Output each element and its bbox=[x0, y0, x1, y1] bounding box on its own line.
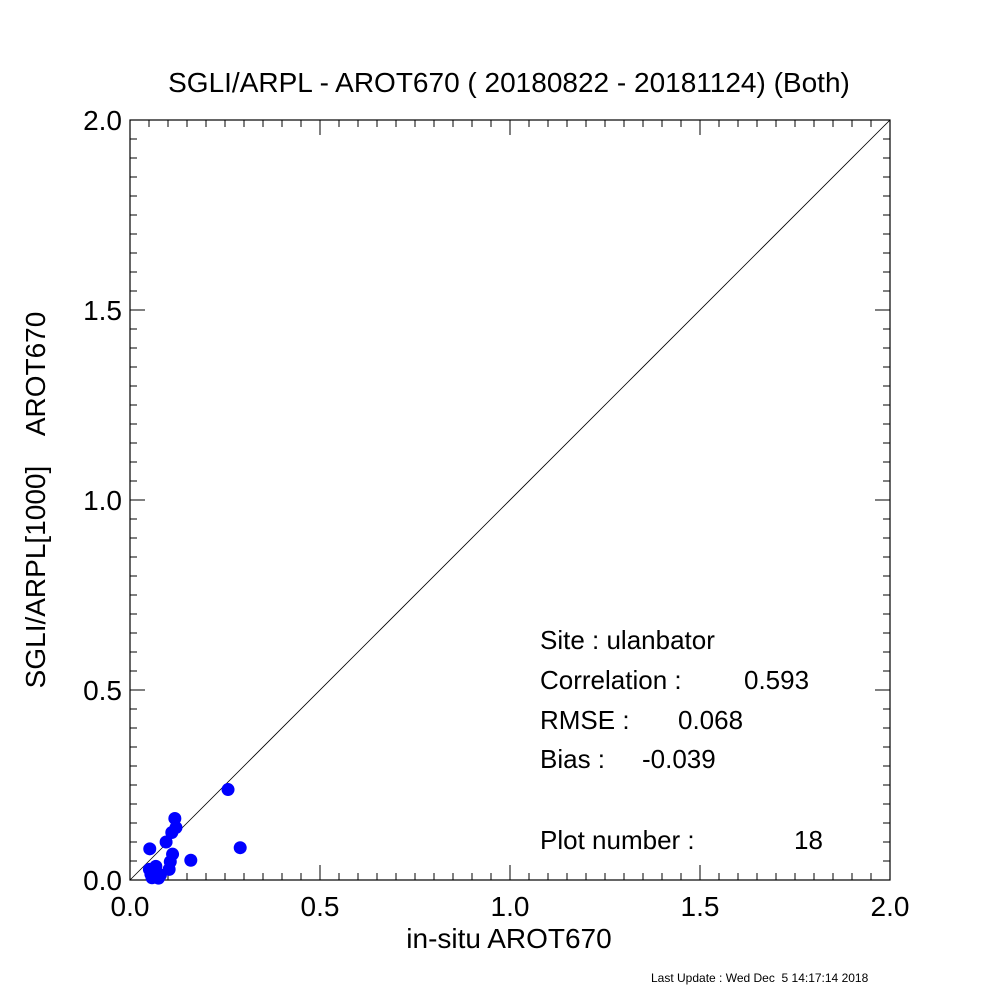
site-label: Site : ulanbator bbox=[540, 625, 715, 655]
correlation-value: 0.593 bbox=[744, 665, 809, 695]
data-point bbox=[233, 841, 247, 855]
stats-annotation: Site : ulanbator Correlation : 0.593 RMS… bbox=[540, 625, 823, 855]
plot-area: 0.0 0.5 1.0 1.5 2.0 0.0 0.5 1.0 1.5 2.0 bbox=[83, 105, 909, 922]
data-point bbox=[159, 835, 173, 849]
y-tick-label: 1.5 bbox=[83, 295, 122, 326]
data-point bbox=[169, 821, 183, 835]
x-tick-label: 1.0 bbox=[491, 891, 530, 922]
one-to-one-line bbox=[129, 119, 891, 881]
x-axis-label: in-situ AROT670 bbox=[406, 923, 611, 954]
plot-number-label: Plot number : bbox=[540, 825, 695, 855]
bias-label: Bias : bbox=[540, 744, 605, 774]
data-point bbox=[166, 847, 180, 861]
last-update-footer: Last Update : Wed Dec 5 14:17:14 2018 bbox=[651, 971, 869, 985]
plot-number-value: 18 bbox=[794, 825, 823, 855]
data-point bbox=[221, 783, 235, 797]
correlation-label: Correlation : bbox=[540, 665, 682, 695]
data-point bbox=[184, 853, 198, 867]
bias-value: -0.039 bbox=[642, 744, 716, 774]
y-axis-label: SGLI/ARPL[1000] AROT670 bbox=[20, 312, 51, 689]
x-tick-label: 0.5 bbox=[301, 891, 340, 922]
x-tick-label: 1.5 bbox=[681, 891, 720, 922]
rmse-label: RMSE : bbox=[540, 705, 630, 735]
x-tick-label: 0.0 bbox=[111, 891, 150, 922]
data-point bbox=[143, 842, 157, 856]
rmse-value: 0.068 bbox=[678, 705, 743, 735]
y-tick-label: 2.0 bbox=[83, 105, 122, 136]
y-tick-label: 0.0 bbox=[83, 865, 122, 896]
x-tick-label: 2.0 bbox=[871, 891, 910, 922]
y-tick-label: 1.0 bbox=[83, 485, 122, 516]
y-tick-label: 0.5 bbox=[83, 675, 122, 706]
chart-title: SGLI/ARPL - AROT670 ( 20180822 - 2018112… bbox=[168, 67, 850, 98]
